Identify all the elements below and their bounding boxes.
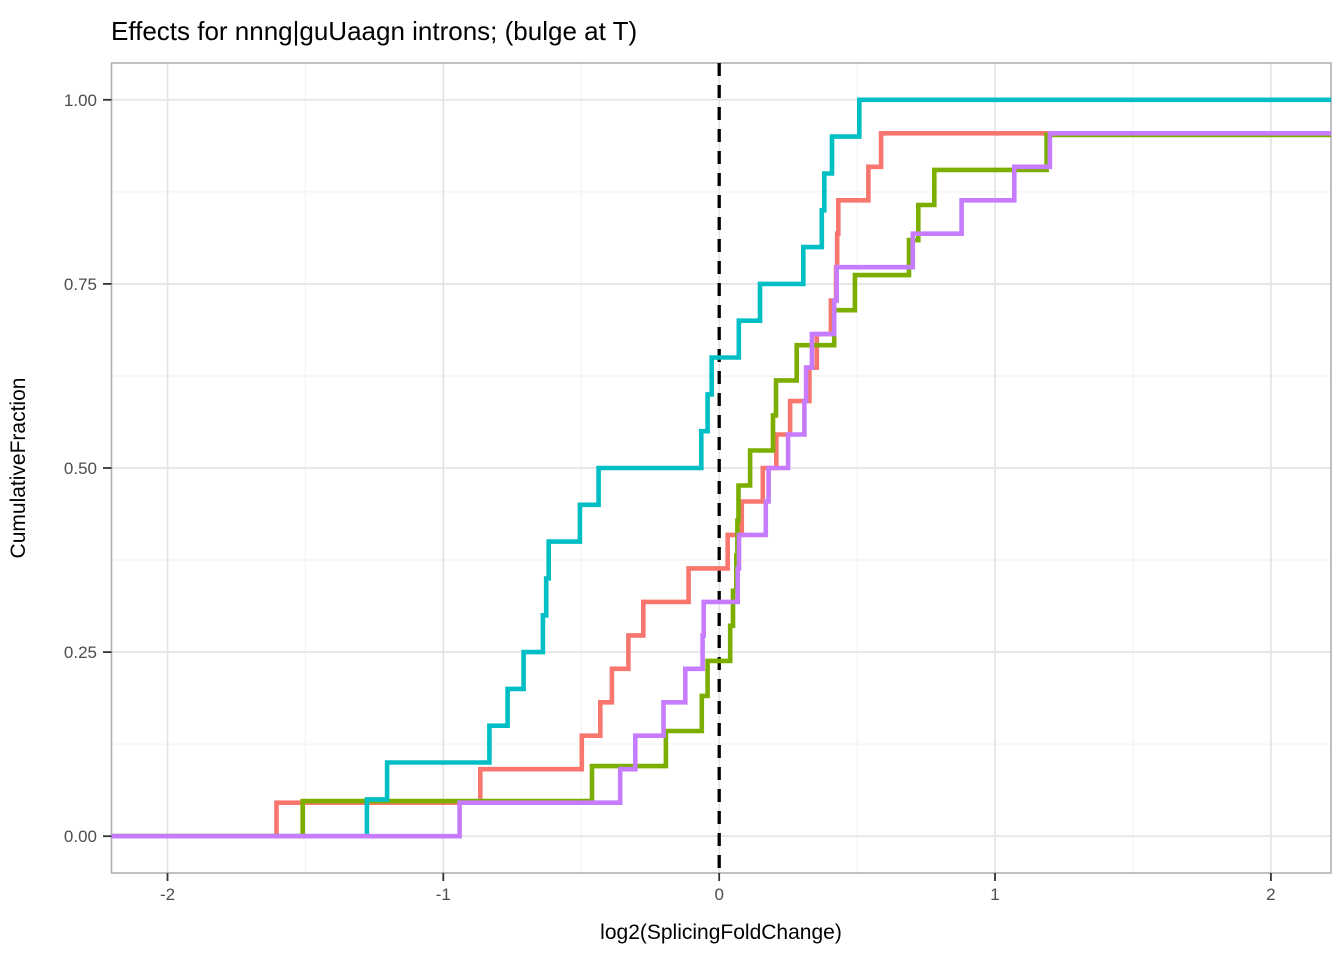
plot-title: Effects for nnng|guUaagn introns; (bulge… xyxy=(111,16,637,46)
y-tick-label: 0.25 xyxy=(64,643,97,662)
x-tick-label: -1 xyxy=(436,885,451,904)
x-tick-label: 1 xyxy=(990,885,999,904)
ecdf-curve-salmon xyxy=(111,131,1331,839)
ecdf-curve-olive xyxy=(111,132,1331,839)
y-tick-label: 1.00 xyxy=(64,91,97,110)
grid-layer xyxy=(111,63,1331,873)
y-tick-label: 0.50 xyxy=(64,459,97,478)
x-tick-label: -2 xyxy=(160,885,175,904)
axis-ticks: -2 -1 0 1 2 0.00 0.25 0.50 0.75 1.00 xyxy=(64,91,1276,904)
ecdf-curve-purple xyxy=(111,131,1331,839)
ecdf-curves xyxy=(111,97,1331,839)
y-tick-label: 0.00 xyxy=(64,827,97,846)
x-tick-label: 2 xyxy=(1266,885,1275,904)
y-axis-title: CumulativeFraction xyxy=(7,378,30,559)
x-axis-title: log2(SplicingFoldChange) xyxy=(600,921,842,944)
ecdf-curve-teal xyxy=(111,97,1331,839)
y-tick-label: 0.75 xyxy=(64,275,97,294)
x-tick-label: 0 xyxy=(714,885,723,904)
